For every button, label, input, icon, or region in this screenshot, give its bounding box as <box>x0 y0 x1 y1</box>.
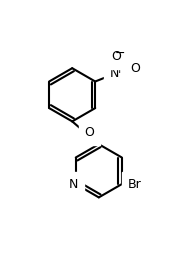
Text: O: O <box>84 126 94 139</box>
Text: +: + <box>114 65 124 75</box>
Text: Br: Br <box>127 178 141 191</box>
Text: O: O <box>111 50 121 63</box>
Text: −: − <box>115 46 125 60</box>
Text: O: O <box>130 62 140 75</box>
Text: N: N <box>110 67 119 80</box>
Text: N: N <box>69 178 78 191</box>
